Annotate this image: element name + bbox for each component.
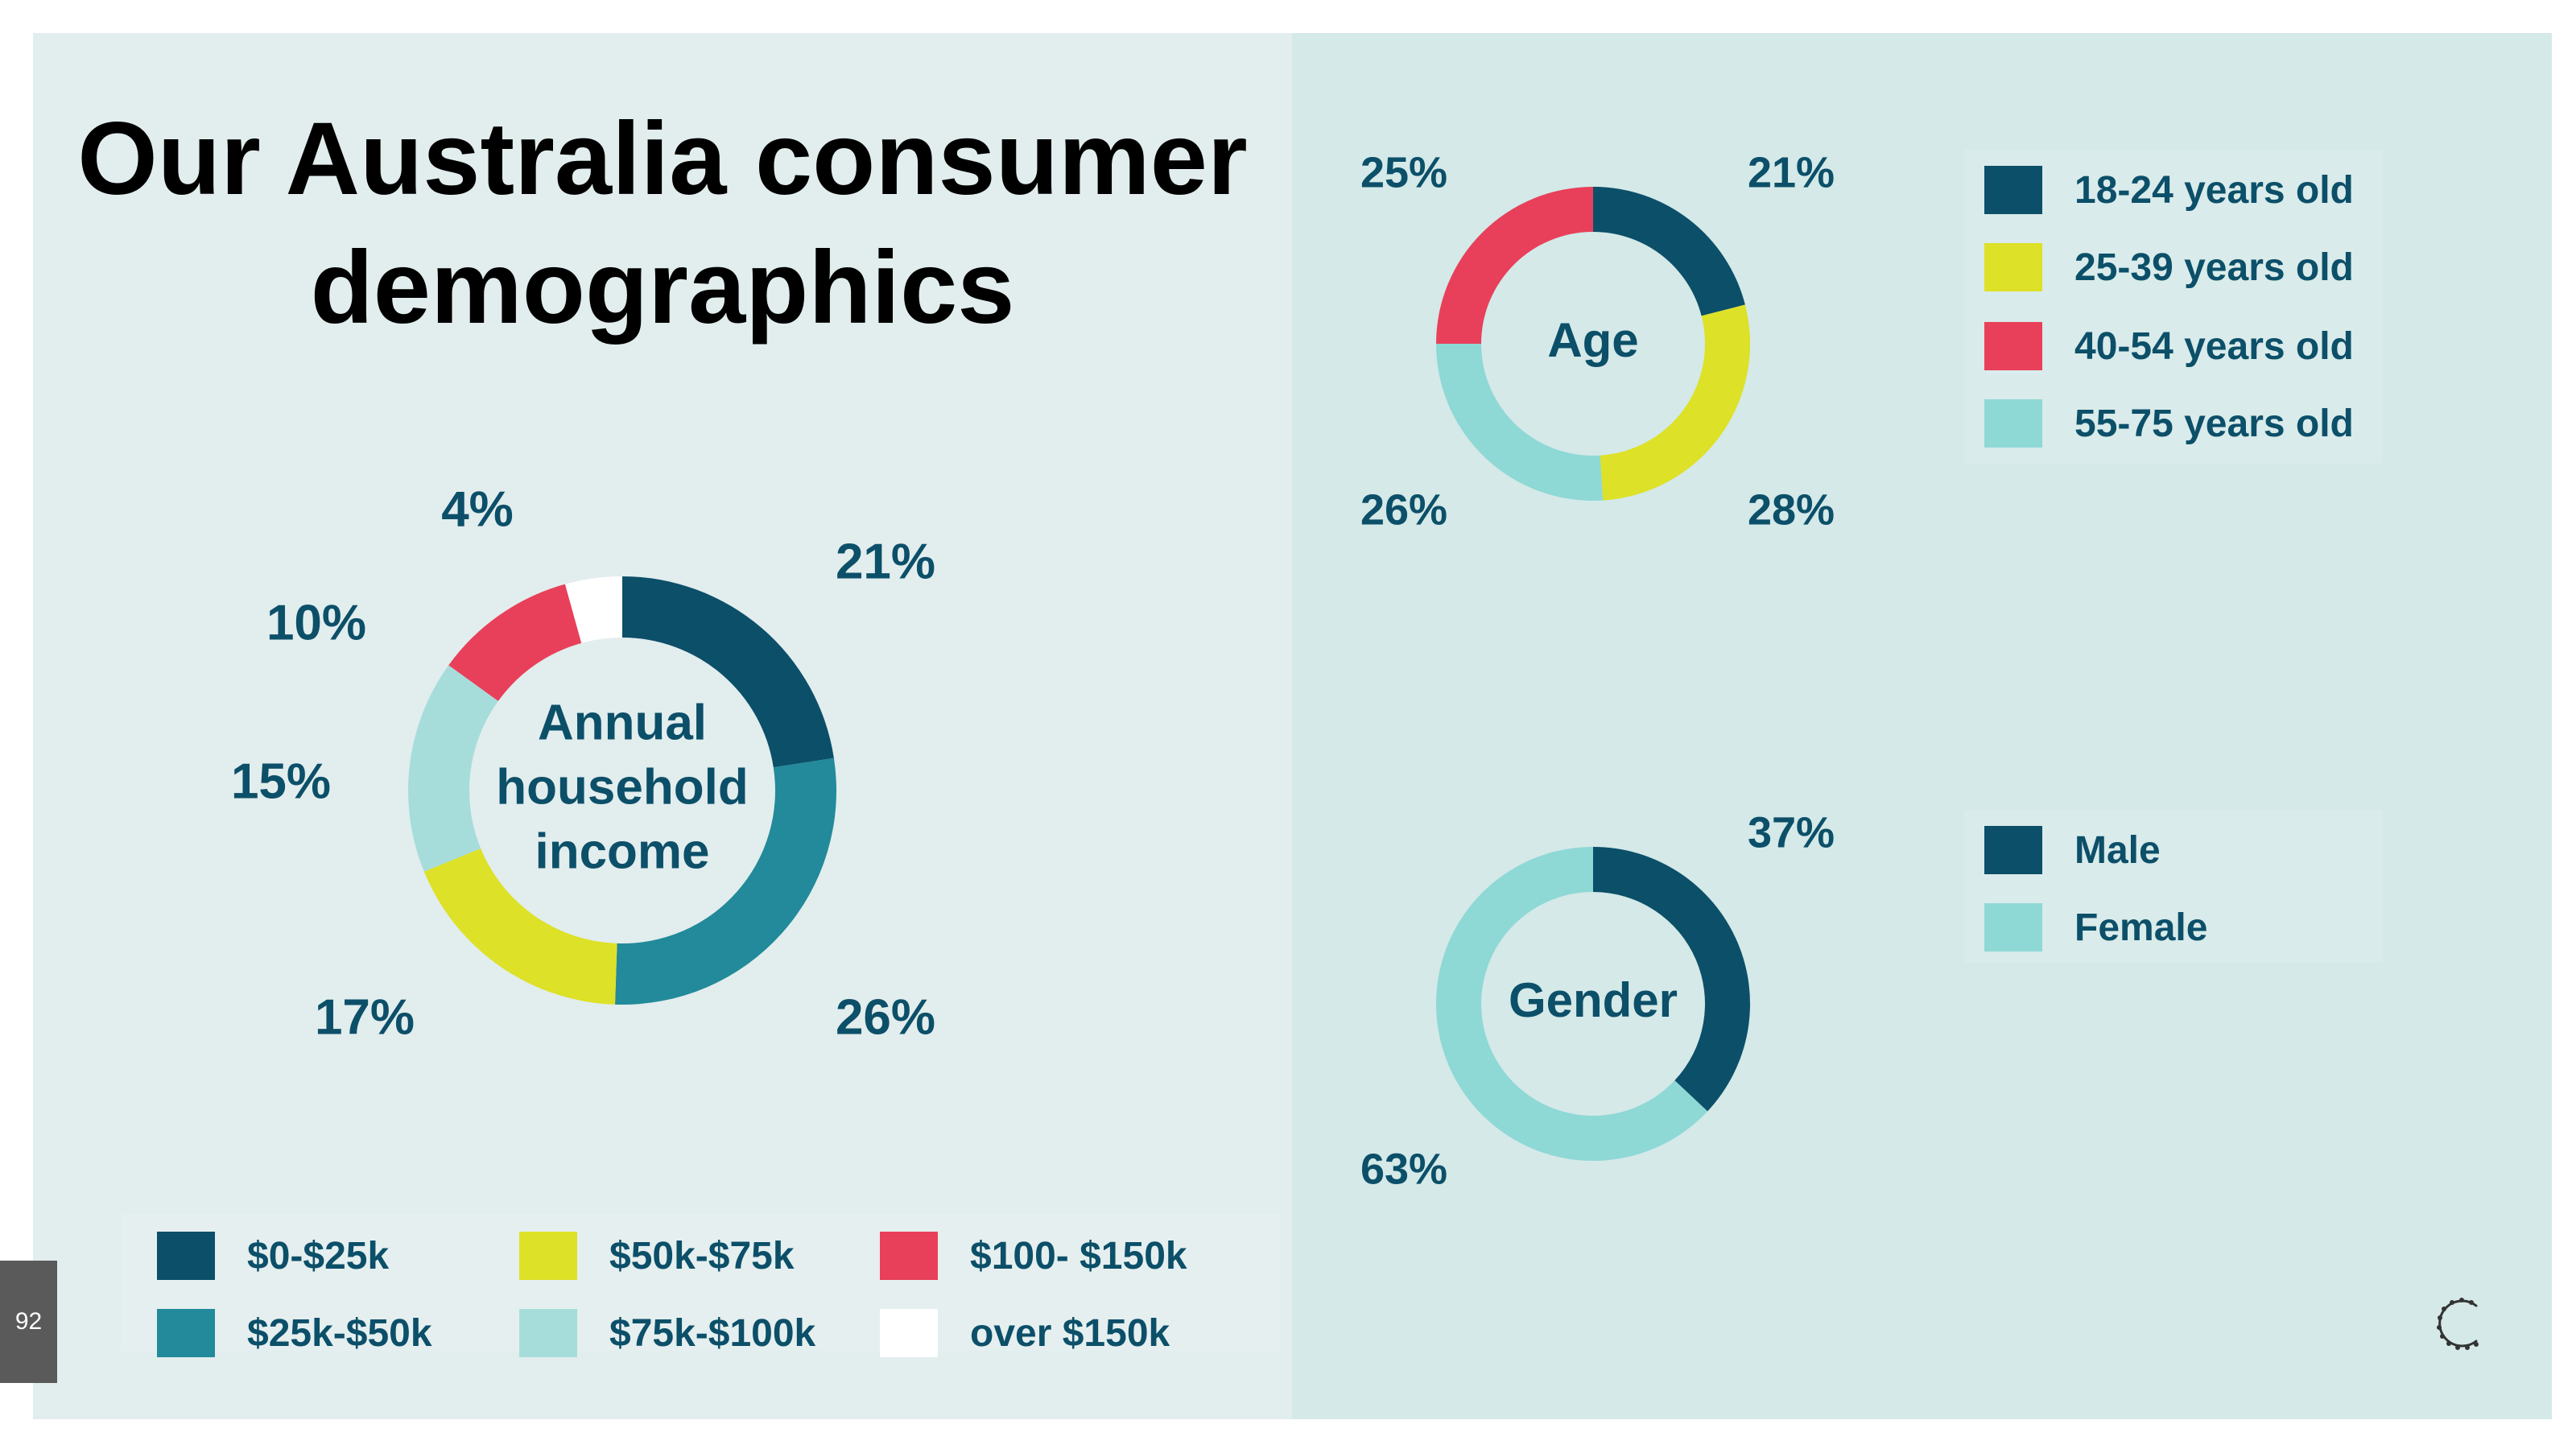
legend-swatch [1984,243,2042,291]
legend-item-55-75: 55-75 years old [1984,399,2354,448]
legend-swatch [1984,399,2042,448]
data-label--25k-50k: 26% [836,989,935,1045]
legend-label: $50k-$75k [609,1234,795,1278]
donut-slice--100-150k [448,584,582,701]
legend-label: Female [2074,906,2208,949]
data-label--0-25k: 21% [836,534,935,589]
legend-item-18-24: 18-24 years old [1984,166,2354,214]
legend-item-25-39: 25-39 years old [1984,243,2354,291]
donut-slice--25k-50k [615,758,836,1005]
donut-center-label: Annual [538,695,707,750]
legend-swatch [880,1232,938,1280]
data-label-40-54-years-old: 25% [1360,148,1447,196]
legend-item-100k-150k: $100- $150k [880,1232,1187,1280]
legend-swatch [1984,322,2042,370]
legend-swatch [519,1309,577,1357]
data-label-over-150k: 4% [441,481,514,537]
donut-slice-40-54-years-old [1436,187,1593,344]
donut-slice--75k-100k [408,665,498,872]
legend-label: 55-75 years old [2074,402,2354,445]
legend-label: $0-$25k [247,1234,390,1278]
legend-item-50k-75k: $50k-$75k [519,1232,795,1280]
legend-swatch [1984,166,2042,214]
donut-slice-18-24-years-old [1593,187,1745,316]
data-label-55-75-years-old: 26% [1360,485,1447,534]
donut-slice-over-150k [564,576,622,643]
legend-swatch [157,1309,215,1357]
page-title: Our Australia consumer demographics [33,95,1292,353]
data-label-female: 63% [1360,1145,1447,1193]
legend-item-over-150k: over $150k [880,1309,1170,1357]
legend-label: 40-54 years old [2074,324,2354,368]
legend-label: 25-39 years old [2074,246,2354,289]
data-label--75k-100k: 15% [231,753,331,809]
legend-swatch [1984,903,2042,952]
donut-center-label: Age [1547,313,1638,367]
income-legend-background [121,1214,1280,1351]
legend-swatch [1984,826,2042,874]
donut-slice-female [1436,847,1708,1161]
data-label--100-150k: 10% [266,595,366,650]
page-number: 92 [0,1261,57,1383]
legend-label: $75k-$100k [609,1311,816,1355]
data-label-18-24-years-old: 21% [1748,148,1835,196]
legend-label: $100- $150k [970,1234,1187,1278]
legend-label: 18-24 years old [2074,168,2354,212]
legend-item-male: Male [1984,826,2161,874]
donut-slice-male [1593,847,1750,1112]
left-panel [33,33,1292,1419]
donut-center-label: income [535,824,709,879]
donut-slice--0-25k [622,576,834,768]
legend-swatch [880,1309,938,1357]
donut-slice--50k-75k [423,848,617,1005]
legend-label: over $150k [970,1311,1170,1355]
legend-item-75k-100k: $75k-$100k [519,1309,815,1357]
donut-slice-55-75-years-old [1436,344,1604,502]
legend-item-female: Female [1984,903,2207,952]
data-label-male: 37% [1748,808,1835,857]
data-label-25-39-years-old: 28% [1748,485,1835,534]
legend-label: $25k-$50k [247,1311,432,1355]
title-line-2: demographics [310,230,1015,345]
legend-swatch [519,1232,577,1280]
wreath-c-logo-icon [2437,1298,2479,1350]
legend-item-0-25k: $0-$25k [157,1232,389,1280]
legend-label: Male [2074,828,2161,872]
legend-item-40-54: 40-54 years old [1984,322,2354,370]
donut-center-label: household [496,759,748,815]
legend-item-25k-50k: $25k-$50k [157,1309,432,1357]
donut-slice-25-39-years-old [1600,304,1751,501]
title-line-1: Our Australia consumer [77,101,1248,217]
legend-swatch [157,1232,215,1280]
data-label--50k-75k: 17% [315,989,415,1045]
donut-center-label: Gender [1509,973,1678,1027]
